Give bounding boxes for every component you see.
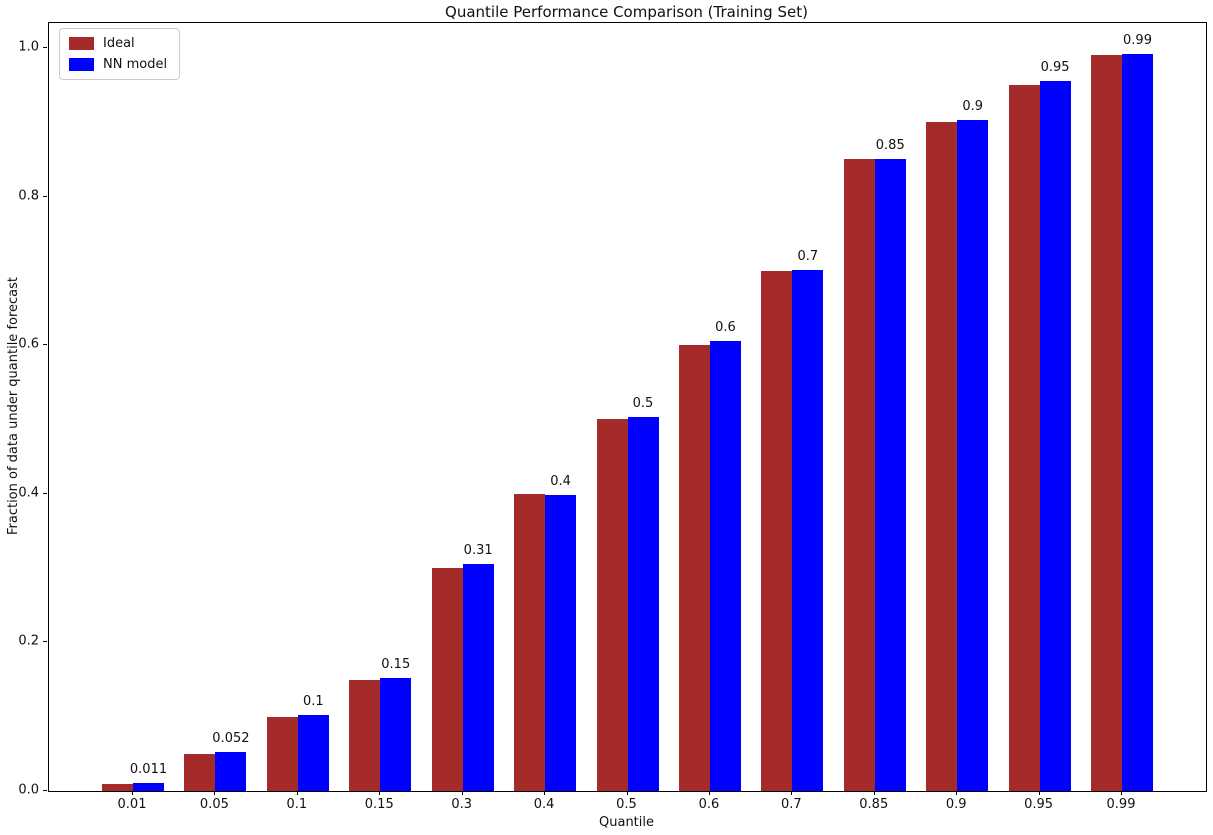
y-tick-label: 0.0 — [18, 782, 39, 798]
bar-value-label: 0.99 — [1123, 33, 1152, 48]
x-tick-mark — [132, 791, 133, 795]
bar-ideal-0.9 — [926, 122, 958, 791]
y-tick-mark — [43, 196, 47, 197]
bar-value-label: 0.95 — [1040, 60, 1070, 75]
bar-value-label: 0.15 — [381, 657, 411, 672]
bar-ideal-0.6 — [678, 345, 710, 791]
bar-nn-model-0.9 — [957, 120, 989, 791]
bar-ideal-0.95 — [1008, 85, 1040, 791]
bar-value-label: 0.6 — [715, 320, 736, 335]
bar-nn-model-0.95 — [1039, 81, 1071, 791]
nn-model-color-swatch — [69, 58, 94, 71]
bar-value-label: 0.5 — [632, 396, 654, 411]
x-tick-mark — [626, 791, 628, 795]
bar-nn-model-0.85 — [874, 159, 906, 791]
x-tick-mark — [461, 791, 463, 795]
x-tick-label: 0.6 — [698, 797, 720, 812]
bar-value-label: 0.052 — [212, 731, 250, 746]
legend-label-ideal: Ideal — [103, 36, 135, 51]
x-tick-label: 0.95 — [1024, 797, 1054, 812]
bar-nn-model-0.05 — [215, 752, 247, 791]
x-tick-label: 0.7 — [780, 797, 802, 812]
x-tick-label: 0.85 — [859, 797, 889, 812]
y-tick-label: 0.8 — [18, 188, 39, 204]
legend-item-nn-model: NN model — [69, 57, 167, 72]
bar-ideal-0.01 — [102, 784, 133, 791]
x-tick-mark — [791, 791, 793, 795]
y-tick-label: 1.0 — [18, 39, 39, 55]
x-axis-label: Quantile — [599, 815, 654, 830]
y-tick-mark — [43, 344, 47, 345]
y-tick-mark — [43, 790, 47, 791]
y-tick-mark — [43, 493, 47, 494]
x-tick-mark — [708, 791, 710, 795]
x-tick-mark — [1038, 791, 1040, 795]
bar-ideal-0.99 — [1091, 55, 1122, 791]
bar-ideal-0.4 — [514, 494, 546, 791]
bar-ideal-0.05 — [184, 754, 216, 791]
bar-nn-model-0.6 — [709, 341, 741, 791]
y-tick-mark — [43, 641, 47, 642]
bar-ideal-0.5 — [596, 419, 628, 791]
bar-nn-model-0.15 — [380, 678, 412, 791]
y-tick-label: 0.2 — [18, 633, 39, 649]
x-tick-label: 0.01 — [117, 797, 147, 812]
bar-value-label: 0.011 — [129, 762, 168, 777]
x-tick-label: 0.05 — [199, 797, 229, 812]
x-tick-label: 0.3 — [451, 797, 472, 812]
legend: Ideal NN model — [59, 28, 181, 80]
x-tick-mark — [214, 791, 216, 795]
chart-title: Quantile Performance Comparison (Trainin… — [445, 3, 808, 21]
bar-value-label: 0.4 — [550, 474, 571, 489]
legend-label-nn-model: NN model — [103, 57, 168, 72]
bar-nn-model-0.1 — [297, 715, 329, 791]
bar-value-label: 0.9 — [962, 99, 983, 114]
x-tick-mark — [296, 791, 298, 795]
bar-nn-model-0.5 — [627, 417, 659, 791]
bar-value-label: 0.31 — [463, 543, 493, 558]
plot-area: Ideal NN model 0.011 0.052 0.1 0.15 0.31 0.4 0… — [48, 22, 1207, 792]
x-tick-label: 0.9 — [945, 797, 967, 812]
y-tick-label: 0.4 — [18, 485, 39, 501]
bar-value-label: 0.1 — [302, 694, 324, 709]
bar-nn-model-0.4 — [545, 495, 577, 791]
bar-nn-model-0.7 — [792, 270, 824, 791]
x-tick-mark — [956, 791, 958, 795]
bar-nn-model-0.01 — [133, 783, 164, 791]
x-tick-label: 0.5 — [616, 797, 637, 812]
x-tick-mark — [379, 791, 381, 795]
ideal-color-swatch — [69, 37, 94, 50]
bar-value-label: 0.85 — [875, 138, 905, 153]
x-tick-label: 0.4 — [533, 797, 555, 812]
bar-value-label: 0.7 — [797, 249, 819, 264]
x-tick-mark — [1121, 791, 1122, 795]
bar-ideal-0.85 — [843, 159, 875, 791]
bar-ideal-0.1 — [266, 717, 298, 791]
x-tick-mark — [873, 791, 875, 795]
x-tick-mark — [544, 791, 546, 795]
bar-nn-model-0.99 — [1122, 54, 1153, 791]
bar-ideal-0.3 — [431, 568, 463, 791]
bar-nn-model-0.3 — [462, 564, 494, 791]
y-tick-label: 0.6 — [18, 336, 39, 352]
bar-ideal-0.15 — [349, 680, 381, 791]
x-tick-label: 0.15 — [364, 797, 394, 812]
legend-item-ideal: Ideal — [69, 36, 167, 51]
x-tick-label: 0.99 — [1106, 797, 1136, 812]
bar-ideal-0.7 — [761, 271, 793, 791]
x-tick-label: 0.1 — [286, 797, 308, 812]
y-tick-mark — [43, 47, 47, 48]
